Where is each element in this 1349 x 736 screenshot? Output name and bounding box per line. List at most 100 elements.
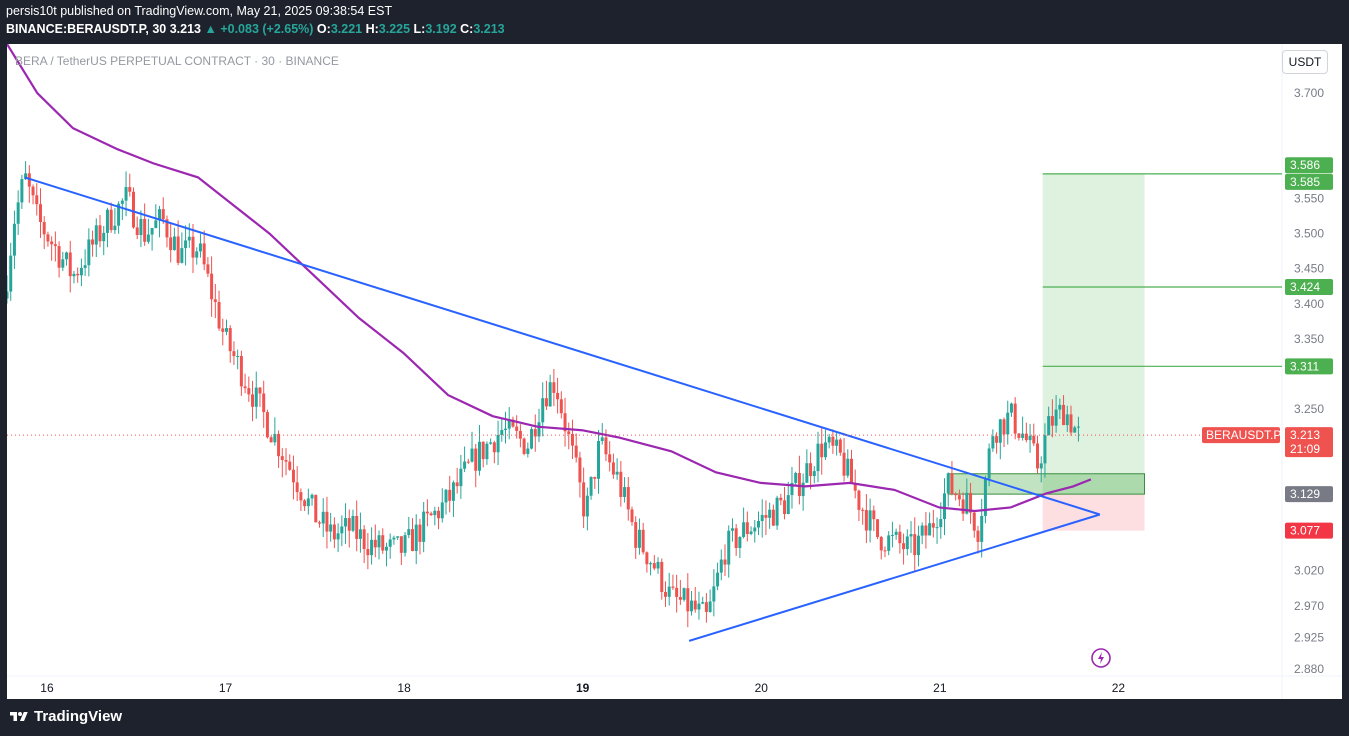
bar-countdown: 21:09 bbox=[1290, 442, 1320, 456]
candle-body bbox=[928, 523, 932, 536]
candle-body bbox=[68, 252, 72, 277]
candle-body bbox=[615, 471, 619, 475]
candle-body bbox=[712, 586, 716, 602]
candle-body bbox=[195, 251, 199, 258]
candle-body bbox=[221, 328, 225, 332]
candle-body bbox=[98, 225, 102, 242]
candle-body bbox=[864, 510, 868, 531]
candle-body bbox=[853, 483, 857, 491]
candle-body bbox=[295, 482, 299, 493]
candle-body bbox=[827, 436, 831, 443]
lightning-icon bbox=[1098, 652, 1104, 664]
candle-body bbox=[563, 413, 567, 432]
candle-body bbox=[548, 382, 552, 407]
candle-body bbox=[801, 482, 805, 497]
candle-body bbox=[355, 515, 359, 539]
candle-body bbox=[972, 512, 976, 531]
candle-body bbox=[1069, 414, 1073, 433]
candle-body bbox=[879, 536, 883, 551]
x-tick-label: 17 bbox=[219, 681, 233, 695]
price-label-box bbox=[1285, 157, 1333, 174]
candle-body bbox=[362, 529, 366, 550]
candle-body bbox=[585, 495, 589, 517]
candle-body bbox=[224, 328, 228, 332]
candle-body bbox=[53, 244, 57, 247]
candle-body bbox=[939, 519, 943, 528]
candle-body bbox=[336, 533, 340, 540]
moving-average-line bbox=[7, 44, 1092, 513]
candle-body bbox=[1073, 427, 1077, 433]
candle-body bbox=[671, 586, 675, 588]
y-tick-label: 2.970 bbox=[1294, 599, 1324, 613]
candle-body bbox=[1050, 416, 1054, 426]
candle-body bbox=[667, 586, 671, 597]
candle-body bbox=[61, 259, 65, 268]
profit-zone bbox=[1042, 173, 1145, 495]
candle-body bbox=[24, 173, 28, 180]
candle-body bbox=[217, 301, 221, 329]
candle-body bbox=[392, 537, 396, 540]
x-tick-label: 18 bbox=[397, 681, 411, 695]
candle-body bbox=[370, 539, 374, 556]
price-label-box bbox=[1285, 278, 1333, 295]
candle-body bbox=[634, 522, 638, 548]
candle-body bbox=[849, 458, 853, 484]
candle-body bbox=[611, 462, 615, 475]
candle-body bbox=[954, 493, 958, 496]
candle-body bbox=[184, 240, 188, 249]
candle-body bbox=[351, 515, 355, 531]
symbol-name: BINANCE:BERAUSDT.P, 30 bbox=[6, 22, 167, 36]
last-price: 3.213 bbox=[169, 22, 201, 36]
candle-body bbox=[820, 443, 824, 458]
candle-body bbox=[384, 546, 388, 551]
candle-body bbox=[176, 236, 180, 263]
candle-body bbox=[117, 203, 121, 226]
candle-body bbox=[1024, 433, 1028, 441]
x-tick-label: 20 bbox=[755, 681, 769, 695]
candle-body bbox=[210, 273, 214, 300]
low-value: 3.192 bbox=[425, 22, 457, 36]
candle-body bbox=[1043, 435, 1047, 464]
candle-body bbox=[440, 502, 444, 519]
candle-body bbox=[522, 438, 526, 454]
candle-body bbox=[537, 422, 541, 437]
candle-body bbox=[399, 536, 403, 553]
candle-body bbox=[790, 482, 794, 496]
price-label-box bbox=[1285, 358, 1333, 375]
candle-body bbox=[306, 498, 310, 507]
candle-body bbox=[1058, 404, 1062, 410]
candle-body bbox=[578, 457, 582, 483]
chart-symbol-title: BERA / TetherUS PERPETUAL CONTRACT · 30 … bbox=[15, 54, 339, 68]
candle-body bbox=[1047, 416, 1051, 436]
candle-body bbox=[1032, 435, 1036, 444]
candle-body bbox=[407, 529, 411, 536]
candle-body bbox=[961, 499, 965, 514]
currency-button[interactable]: USDT bbox=[1282, 50, 1328, 74]
candle-body bbox=[1076, 426, 1080, 428]
y-tick-label: 2.925 bbox=[1294, 630, 1324, 644]
candle-body bbox=[414, 524, 418, 551]
candle-body bbox=[318, 522, 321, 524]
candle-body bbox=[72, 273, 76, 277]
candle-body bbox=[660, 561, 664, 592]
price-label: 3.585 bbox=[1290, 175, 1320, 189]
candle-body bbox=[262, 393, 266, 413]
candle-body bbox=[511, 419, 515, 427]
candle-body bbox=[1065, 414, 1069, 426]
candle-body bbox=[556, 392, 560, 400]
open-value: 3.221 bbox=[330, 22, 363, 36]
candle-body bbox=[280, 456, 284, 460]
candle-body bbox=[876, 519, 880, 537]
candle-body bbox=[474, 448, 478, 471]
candle-body bbox=[247, 388, 251, 395]
candle-body bbox=[872, 510, 876, 520]
candle-body bbox=[742, 522, 746, 537]
chart-panel[interactable]: 3.700 3.550 3.500 3.450 3.400 3.350 3.250 3.020… bbox=[7, 44, 1342, 699]
y-tick-label: 3.450 bbox=[1294, 262, 1324, 276]
candle-body bbox=[678, 596, 682, 600]
candle-body bbox=[637, 529, 641, 548]
price-chart[interactable]: 3.700 3.550 3.500 3.450 3.400 3.350 3.250 3.020… bbox=[7, 44, 1342, 699]
candle-body bbox=[597, 440, 601, 479]
candle-body bbox=[567, 431, 571, 435]
candle-body bbox=[422, 511, 426, 542]
